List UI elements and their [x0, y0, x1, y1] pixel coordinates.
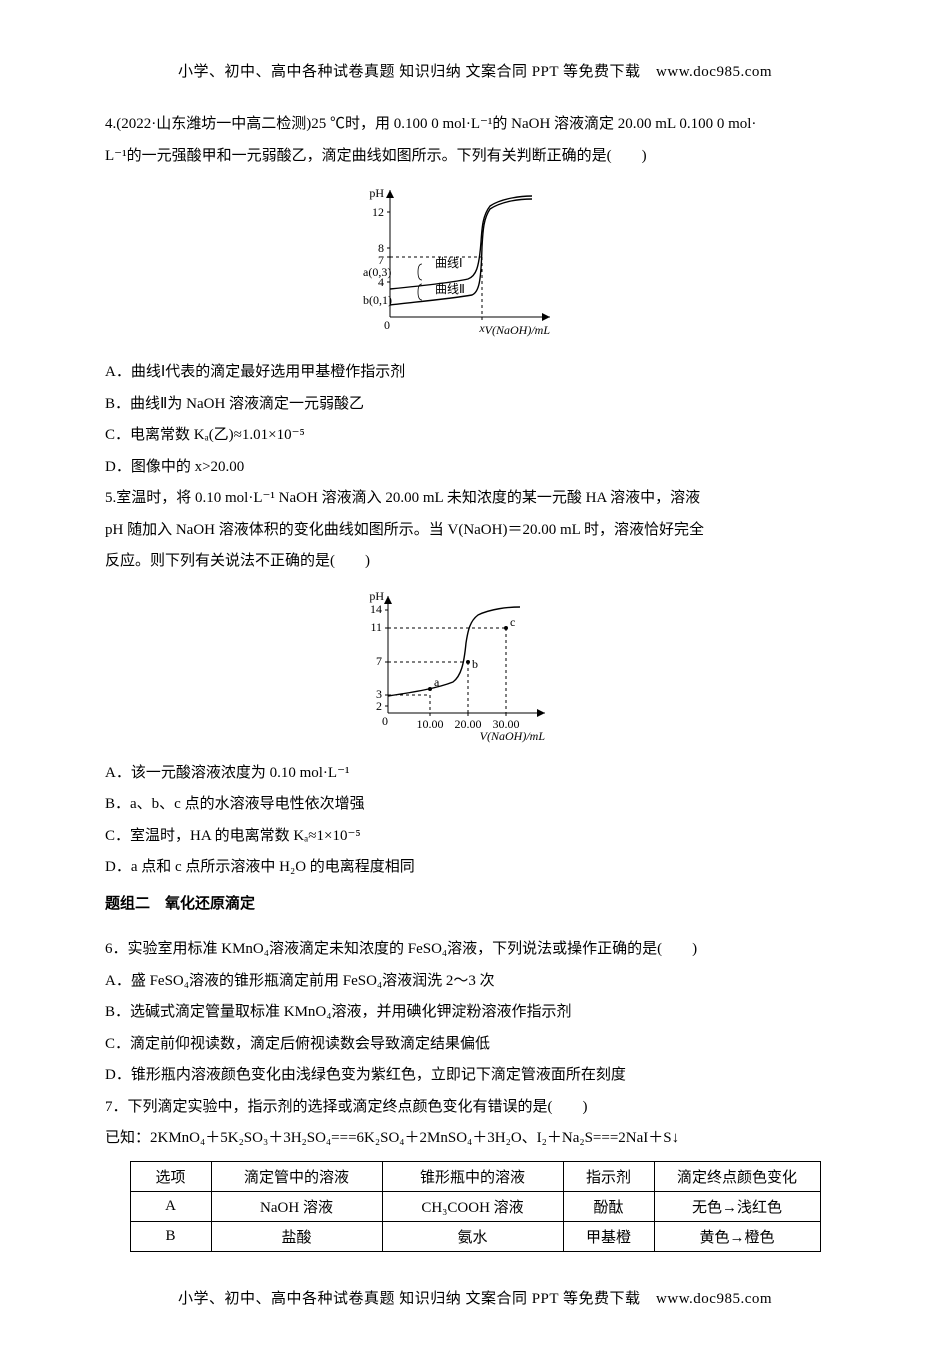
- q5-tx2: 20.00: [455, 717, 482, 731]
- th-4: 滴定终点颜色变化: [654, 1161, 820, 1191]
- td: 甲基橙: [563, 1221, 654, 1251]
- q6-optA: A．盛 FeSO₄溶液的锥形瓶滴定前用 FeSO₄溶液润洗 2～3 次: [105, 966, 845, 998]
- q4-optD: D．图像中的 x>20.00: [105, 452, 845, 484]
- q5-pc: c: [510, 615, 515, 629]
- q5-optC: C．室温时，HA 的电离常数 Kₐ≈1×10⁻⁵: [105, 821, 845, 853]
- q5-ylabel: pH: [369, 589, 384, 603]
- q5-curve-path: [388, 607, 520, 696]
- q4-origin: 0: [384, 318, 390, 332]
- q5-pb: b: [472, 657, 478, 671]
- q7-stem: 7．下列滴定实验中，指示剂的选择或滴定终点颜色变化有错误的是( ): [105, 1092, 845, 1124]
- q5-xlabel: V(NaOH)/mL: [480, 729, 546, 743]
- q5-options: A．该一元酸溶液浓度为 0.10 mol·L⁻¹ B．a、b、c 点的水溶液导电…: [105, 758, 845, 884]
- th-3: 指示剂: [563, 1161, 654, 1191]
- td: NaOH 溶液: [211, 1191, 382, 1221]
- q4-optC: C．电离常数 Kₐ(乙)≈1.01×10⁻⁵: [105, 420, 845, 452]
- table-header-row: 选项 滴定管中的溶液 锥形瓶中的溶液 指示剂 滴定终点颜色变化: [130, 1161, 820, 1191]
- q5-tx1: 10.00: [417, 717, 444, 731]
- q5-optD: D．a 点和 c 点所示溶液中 H₂O 的电离程度相同: [105, 852, 845, 884]
- q5-stem-line2: pH 随加入 NaOH 溶液体积的变化曲线如图所示。当 V(NaOH)＝20.0…: [105, 515, 845, 547]
- q4-tick-12: 12: [372, 205, 384, 219]
- q4-xlabel: V(NaOH)/mL: [485, 323, 551, 337]
- q5-origin: 0: [382, 714, 388, 728]
- td: 黄色→橙色: [654, 1221, 820, 1251]
- q6-stem: 6．实验室用标准 KMnO₄溶液滴定未知浓度的 FeSO₄溶液，下列说法或操作正…: [105, 934, 845, 966]
- td: A: [130, 1191, 211, 1221]
- q4-curve2-label: 曲线Ⅱ: [435, 282, 465, 296]
- q7-table: 选项 滴定管中的溶液 锥形瓶中的溶液 指示剂 滴定终点颜色变化 A NaOH 溶…: [130, 1161, 821, 1252]
- td: CH₃COOH 溶液: [382, 1191, 563, 1221]
- table-row: A NaOH 溶液 CH₃COOH 溶液 酚酞 无色→浅红色: [130, 1191, 820, 1221]
- q5-optA: A．该一元酸溶液浓度为 0.10 mol·L⁻¹: [105, 758, 845, 790]
- page-footer: 小学、初中、高中各种试卷真题 知识归纳 文案合同 PPT 等免费下载 www.d…: [105, 1287, 845, 1308]
- th-2: 锥形瓶中的溶液: [382, 1161, 563, 1191]
- q5-chart: pH 2 3 7 11 14 10.00 20.00 30.00 V(NaOH)…: [105, 588, 845, 748]
- q5-ty14: 14: [370, 602, 382, 616]
- q4-optA: A．曲线Ⅰ代表的滴定最好选用甲基橙作指示剂: [105, 357, 845, 389]
- q5-ty11: 11: [370, 620, 382, 634]
- th-0: 选项: [130, 1161, 211, 1191]
- q5-pa: a: [434, 675, 440, 689]
- table-row: B 盐酸 氨水 甲基橙 黄色→橙色: [130, 1221, 820, 1251]
- page-header: 小学、初中、高中各种试卷真题 知识归纳 文案合同 PPT 等免费下载 www.d…: [105, 60, 845, 81]
- q5-ty2: 2: [376, 699, 382, 713]
- q6-optD: D．锥形瓶内溶液颜色变化由浅绿色变为紫红色，立即记下滴定管液面所在刻度: [105, 1060, 845, 1092]
- q6-options: A．盛 FeSO₄溶液的锥形瓶滴定前用 FeSO₄溶液润洗 2～3 次 B．选碱…: [105, 966, 845, 1092]
- q6-optB: B．选碱式滴定管量取标准 KMnO₄溶液，并用碘化钾淀粉溶液作指示剂: [105, 997, 845, 1029]
- q4-curve1-label: 曲线Ⅰ: [435, 256, 463, 270]
- q4-point-b: b(0,1): [363, 293, 392, 307]
- q4-stem-line2: L⁻¹的一元强酸甲和一元弱酸乙，滴定曲线如图所示。下列有关判断正确的是( ): [105, 141, 845, 173]
- td: 无色→浅红色: [654, 1191, 820, 1221]
- th-1: 滴定管中的溶液: [211, 1161, 382, 1191]
- q5-optB: B．a、b、c 点的水溶液导电性依次增强: [105, 789, 845, 821]
- td: B: [130, 1221, 211, 1251]
- q4-ylabel: pH: [369, 186, 384, 200]
- q4-optB: B．曲线Ⅱ为 NaOH 溶液滴定一元弱酸乙: [105, 389, 845, 421]
- q4-stem-line1: 4.(2022·山东潍坊一中高二检测)25 ℃时，用 0.100 0 mol·L…: [105, 109, 845, 141]
- td: 氨水: [382, 1221, 563, 1251]
- q4-options: A．曲线Ⅰ代表的滴定最好选用甲基橙作指示剂 B．曲线Ⅱ为 NaOH 溶液滴定一元…: [105, 357, 845, 483]
- q4-point-a: a(0,3): [363, 265, 391, 279]
- td: 酚酞: [563, 1191, 654, 1221]
- q5-stem-line1: 5.室温时，将 0.10 mol·L⁻¹ NaOH 溶液滴入 20.00 mL …: [105, 483, 845, 515]
- td: 盐酸: [211, 1221, 382, 1251]
- q6-optC: C．滴定前仰视读数，滴定后俯视读数会导致滴定结果偏低: [105, 1029, 845, 1061]
- q5-ty7: 7: [376, 654, 382, 668]
- q4-chart: pH 12 8 7 4 x V(NaOH)/mL 0 a(0,3) b(0,1)…: [105, 182, 845, 347]
- q7-known: 已知：2KMnO₄＋5K₂SO₃＋3H₂SO₄===6K₂SO₄＋2MnSO₄＋…: [105, 1123, 845, 1155]
- section2-title: 题组二 氧化还原滴定: [105, 888, 845, 920]
- q5-stem-line3: 反应。则下列有关说法不正确的是( ): [105, 546, 845, 578]
- q4-curve1-path: [390, 196, 532, 289]
- q5-ty3: 3: [376, 687, 382, 701]
